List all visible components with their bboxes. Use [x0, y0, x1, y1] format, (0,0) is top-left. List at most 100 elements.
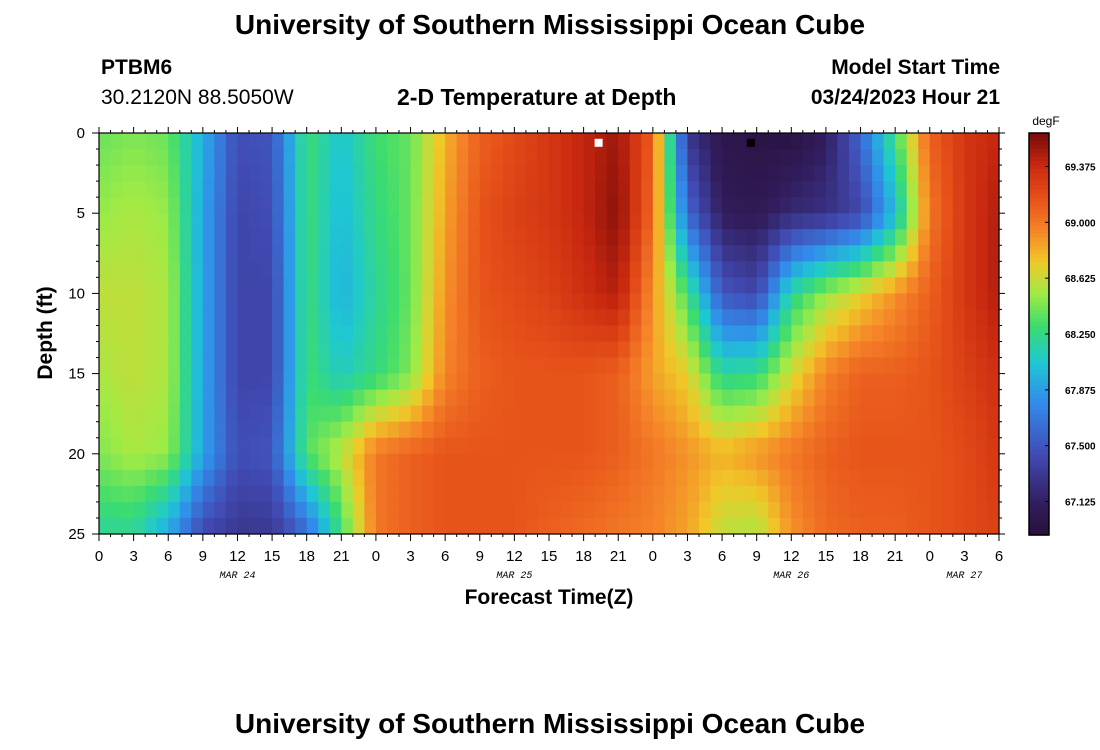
heatmap-cell: [583, 517, 596, 535]
heatmap-cell: [491, 501, 504, 519]
heatmap-cell: [502, 501, 515, 519]
heatmap-cell: [687, 293, 700, 311]
heatmap-cell: [537, 213, 550, 230]
heatmap-cell: [987, 197, 1000, 214]
colorbar-segment: [1029, 289, 1049, 295]
heatmap-cell: [952, 373, 965, 391]
heatmap-cell: [606, 373, 619, 391]
heatmap-cell: [99, 517, 112, 535]
heatmap-cell: [791, 149, 804, 166]
heatmap-cell: [825, 165, 839, 182]
heatmap-cell: [687, 421, 700, 439]
heatmap-cell: [110, 261, 123, 278]
heatmap-cell: [329, 133, 342, 150]
heatmap-cell: [306, 469, 319, 487]
heatmap-cell: [652, 421, 665, 439]
heatmap-cell: [318, 133, 331, 150]
heatmap-cell: [514, 133, 527, 150]
heatmap-cell: [214, 421, 227, 439]
heatmap-cell: [895, 405, 908, 423]
heatmap-cell: [791, 229, 804, 246]
heatmap-cell: [306, 197, 319, 214]
heatmap-cell: [272, 485, 285, 503]
heatmap-cell: [710, 133, 723, 150]
heatmap-cell: [295, 437, 308, 455]
heatmap-cell: [802, 133, 815, 150]
heatmap-cell: [318, 437, 331, 455]
heatmap-cell: [479, 293, 492, 311]
heatmap-cell: [629, 357, 642, 375]
heatmap-cell: [110, 165, 123, 182]
heatmap-cell: [514, 357, 527, 375]
heatmap-cell: [595, 261, 608, 278]
heatmap-cell: [825, 357, 839, 375]
heatmap-cell: [237, 357, 250, 375]
heatmap-cell: [168, 469, 181, 487]
heatmap-cell: [699, 517, 712, 535]
colorbar-segment: [1029, 418, 1049, 424]
heatmap-cell: [525, 501, 539, 519]
heatmap-cell: [537, 421, 550, 439]
heatmap-cell: [364, 213, 377, 230]
heatmap-cell: [756, 485, 769, 503]
heatmap-cell: [549, 309, 562, 327]
heatmap-cells: [99, 133, 1000, 535]
heatmap-cell: [768, 357, 781, 375]
heatmap-cell: [202, 437, 215, 455]
heatmap-cell: [814, 501, 827, 519]
heatmap-cell: [179, 133, 192, 150]
heatmap-cell: [906, 517, 919, 535]
heatmap-cell: [629, 469, 642, 487]
heatmap-cell: [133, 213, 146, 230]
heatmap-cell: [595, 421, 608, 439]
heatmap-cell: [191, 293, 204, 311]
heatmap-cell: [975, 197, 989, 214]
heatmap-cell: [918, 485, 931, 503]
heatmap-cell: [399, 469, 412, 487]
heatmap-cell: [975, 181, 989, 198]
heatmap-cell: [283, 405, 296, 423]
heatmap-cell: [399, 245, 412, 262]
heatmap-cell: [156, 405, 169, 423]
heatmap-cell: [560, 149, 573, 166]
heatmap-cell: [918, 165, 931, 182]
heatmap-cell: [318, 389, 331, 407]
heatmap-cell: [860, 261, 873, 278]
heatmap-cell: [883, 405, 896, 423]
heatmap-cell: [756, 453, 769, 471]
colorbar-segment: [1029, 346, 1049, 351]
heatmap-cell: [133, 309, 146, 327]
heatmap-cell: [168, 325, 181, 343]
heatmap-cell: [145, 485, 158, 503]
heatmap-cell: [802, 325, 815, 343]
heatmap-cell: [722, 501, 735, 519]
heatmap-cell: [156, 261, 169, 278]
heatmap-cell: [329, 261, 342, 278]
heatmap-cell: [479, 165, 492, 182]
heatmap-cell: [710, 517, 723, 535]
heatmap-cell: [756, 165, 769, 182]
heatmap-cell: [560, 405, 573, 423]
heatmap-cell: [341, 469, 354, 487]
heatmap-cell: [918, 389, 931, 407]
heatmap-cell: [814, 485, 827, 503]
colorbar-segment: [1029, 193, 1049, 198]
heatmap-cell: [456, 213, 469, 230]
heatmap-cell: [710, 453, 723, 471]
heatmap-cell: [560, 469, 573, 487]
heatmap-cell: [214, 181, 227, 198]
heatmap-cell: [572, 309, 585, 327]
heatmap-cell: [906, 453, 919, 471]
heatmap-cell: [168, 405, 181, 423]
heatmap-cell: [479, 309, 492, 327]
heatmap-cell: [849, 229, 862, 246]
heatmap-cell: [618, 517, 631, 535]
colorbar-segment: [1029, 454, 1049, 460]
heatmap-cell: [283, 357, 296, 375]
heatmap-cell: [675, 357, 689, 375]
heatmap-cell: [779, 501, 792, 519]
heatmap-cell: [399, 261, 412, 278]
heatmap-cell: [918, 453, 931, 471]
heatmap-cell: [664, 373, 677, 391]
heatmap-cell: [295, 373, 308, 391]
